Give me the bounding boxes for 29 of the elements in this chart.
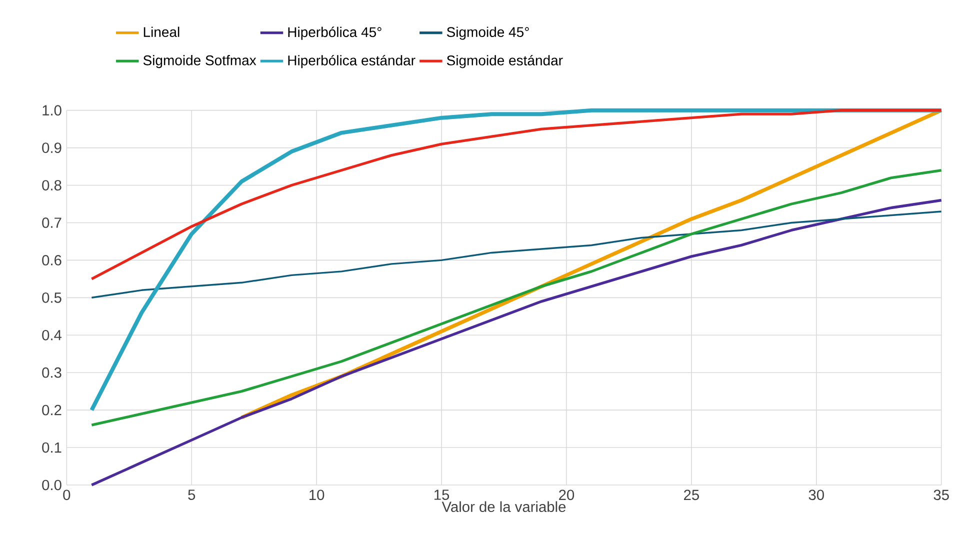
legend-label: Hiperbólica 45° [288, 26, 382, 40]
y-tick-label: 0.6 [42, 255, 62, 266]
legend-label: Hiperbólica estándar [288, 54, 416, 68]
legend-label: Sigmoide estándar [446, 54, 563, 68]
y-tick-label: 1.0 [42, 105, 62, 116]
y-tick-label: 0.5 [42, 292, 62, 303]
y-tick-label: 0.1 [42, 442, 62, 453]
line-series [90, 198, 943, 486]
y-tick-label: 0.8 [42, 180, 62, 190]
legend-label: Sigmoide Sotfmax [143, 55, 256, 68]
legend-label: Sigmoide 45° [446, 26, 529, 40]
y-tick-label: 0.4 [42, 330, 62, 340]
line-series [90, 210, 942, 299]
x-tick-label: 35 [934, 490, 949, 500]
y-tick-label: 0.2 [42, 404, 62, 416]
y-tick-label: 0.9 [42, 142, 62, 153]
line-series [90, 168, 943, 426]
legend-label: Lineal [144, 26, 180, 38]
y-tick-label: 0.3 [42, 367, 62, 378]
y-tick-label: 0.7 [42, 218, 62, 228]
x-tick-label: 10 [310, 490, 324, 500]
y-tick-label: 0.0 [42, 480, 62, 490]
x-tick-label: 5 [188, 490, 196, 500]
x-tick-label: 15 [434, 490, 450, 500]
x-axis-title: Valor de la variable [442, 501, 566, 512]
x-tick-label: 20 [559, 490, 574, 500]
x-tick-label: 25 [684, 490, 699, 500]
x-tick-label: 30 [808, 490, 824, 500]
x-tick-label: 0 [63, 490, 70, 500]
